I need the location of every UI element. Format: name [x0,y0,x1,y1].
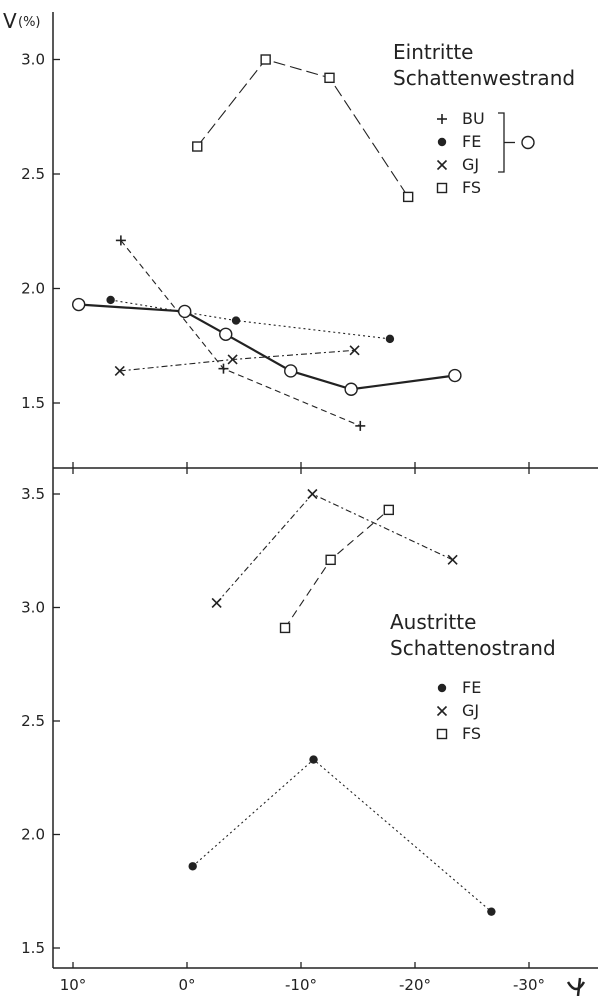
legend-marker [436,182,448,194]
series-line [119,349,355,372]
data-point [324,72,335,84]
y-tick-label: 2.0 [21,826,45,844]
series-line [192,758,492,913]
legend-marker [437,137,447,147]
data-point [307,488,318,500]
series-line [110,299,390,340]
psi-axis-symbol [566,977,586,996]
series-line [120,240,361,427]
data-point [447,554,458,565]
data-point [192,141,203,152]
legend-marker [436,159,448,171]
panel-title-line: Austritte [390,610,476,634]
panel-title-line: Schattenostrand [390,636,556,660]
data-point [188,862,197,871]
y-axis-unit: (%) [18,15,41,30]
legend-marker [436,728,448,740]
data-point [114,365,125,377]
series-line [196,58,409,198]
x-tick-label: -20° [399,976,431,994]
legend-label: BU [462,109,485,128]
data-point [487,907,496,916]
panel-title-line: Schattenwestrand [393,66,575,90]
legend-marker [437,114,447,124]
data-point [106,295,115,305]
data-point [115,235,126,246]
x-tick-label: -30° [513,976,545,994]
data-point [227,354,238,365]
y-tick-label: 3.0 [21,51,45,69]
series-line [216,493,453,604]
legend-marker [436,705,448,717]
data-point [219,327,233,341]
panel-title-line: Eintritte [393,40,473,64]
data-point [355,420,366,431]
data-point [325,554,336,566]
y-tick-label: 2.5 [21,165,45,183]
series-line [78,303,456,391]
legend-label: FE [462,678,481,697]
legend-label: GJ [462,155,479,174]
y-tick-label: 2.5 [21,712,45,730]
data-point [309,755,318,764]
legend-marker [521,135,535,150]
data-point [211,597,222,609]
data-point [284,364,298,378]
legend-label: GJ [462,701,479,720]
legend-label: FS [462,724,481,743]
legend-bracket [498,112,505,173]
data-point [349,345,360,356]
legend-marker [437,683,447,693]
y-tick-label: 1.5 [21,394,45,412]
y-tick-label: 2.0 [21,280,45,298]
legend-label: FE [462,132,481,151]
y-tick-label: 3.0 [21,599,45,617]
data-point [218,363,229,374]
series-line [284,509,390,629]
y-tick-label: 1.5 [21,939,45,957]
data-point [448,368,462,383]
legend-label: FS [462,178,481,197]
data-point [178,304,192,319]
x-tick-label: -10° [285,976,317,994]
y-tick-label: 3.5 [21,485,45,503]
x-tick-label: 10° [60,976,87,994]
data-point [385,334,395,344]
y-axis-label: V [3,9,17,33]
data-point [344,382,358,396]
x-tick-label: 0° [178,976,195,994]
data-point [383,504,394,516]
data-point [71,297,86,312]
data-point [279,622,291,634]
data-point [260,54,271,65]
data-point [402,191,414,203]
data-point [231,316,241,325]
